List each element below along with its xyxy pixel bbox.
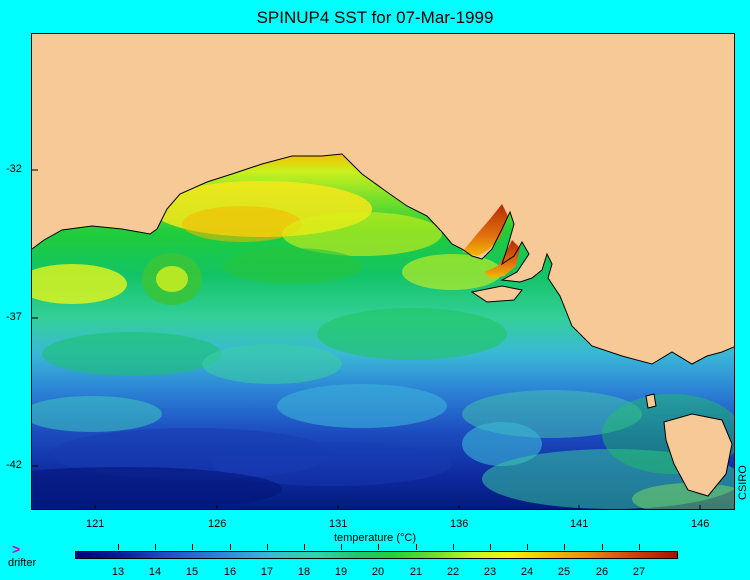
colorbar-tick-label: 13	[111, 566, 125, 578]
colorbar-tick-label: 21	[409, 566, 423, 578]
colorbar-tick	[453, 544, 454, 550]
king-island	[645, 393, 657, 409]
lat-label: -42	[6, 459, 22, 471]
colorbar-tick	[341, 544, 342, 550]
colorbar-tick-label: 22	[446, 566, 460, 578]
colorbar-tick-label: 16	[223, 566, 237, 578]
colorbar-tick-label: 24	[520, 566, 534, 578]
lon-label: 121	[86, 518, 105, 530]
colorbar-tick	[230, 544, 231, 550]
colorbar-tick	[118, 544, 119, 550]
colorbar-title: temperature (°C)	[333, 532, 417, 544]
sst-map-canvas	[32, 153, 734, 509]
colorbar-tick	[267, 544, 268, 550]
lat-label: -37	[6, 311, 22, 323]
colorbar-tick-label: 19	[334, 566, 348, 578]
tasmania	[663, 413, 733, 497]
colorbar-tick	[416, 544, 417, 550]
lon-label: 136	[450, 518, 469, 530]
axis-ticks	[32, 169, 701, 509]
colorbar-tick	[378, 544, 379, 550]
colorbar-tick-label: 25	[557, 566, 571, 578]
colorbar-tick-label: 27	[632, 566, 646, 578]
sst-map	[31, 33, 735, 510]
lon-label: 131	[329, 518, 348, 530]
ocean-eddies	[32, 181, 734, 509]
lon-label: 146	[691, 518, 710, 530]
colorbar-tick-label: 14	[148, 566, 162, 578]
colorbar-tick-label: 26	[595, 566, 609, 578]
drifter-marker-icon: >	[12, 541, 21, 557]
colorbar-tick	[527, 544, 528, 550]
spencer-gulf	[462, 204, 508, 256]
drifter-legend-label: drifter	[8, 557, 37, 569]
colorbar-tick-label: 17	[260, 566, 274, 578]
map-title: SPINUP4 SST for 07-Mar-1999	[256, 8, 494, 27]
colorbar-tick	[490, 544, 491, 550]
lon-label: 126	[208, 518, 227, 530]
colorbar-tick-label: 20	[371, 566, 385, 578]
colorbar-tick	[192, 544, 193, 550]
gulf-st-vincent	[484, 240, 520, 278]
colorbar-tick-label: 23	[483, 566, 497, 578]
kangaroo-island	[470, 285, 523, 303]
colorbar-tick	[564, 544, 565, 550]
lon-label: 141	[570, 518, 589, 530]
temperature-colorbar	[75, 551, 678, 559]
colorbar-tick	[639, 544, 640, 550]
colorbar-tick-label: 18	[297, 566, 311, 578]
credit-label: CSIRO	[737, 465, 749, 500]
colorbar-tick-label: 15	[185, 566, 199, 578]
colorbar-tick	[155, 544, 156, 550]
colorbar-tick	[304, 544, 305, 550]
lat-label: -32	[6, 163, 22, 175]
coastline	[32, 153, 734, 365]
colorbar-tick	[602, 544, 603, 550]
